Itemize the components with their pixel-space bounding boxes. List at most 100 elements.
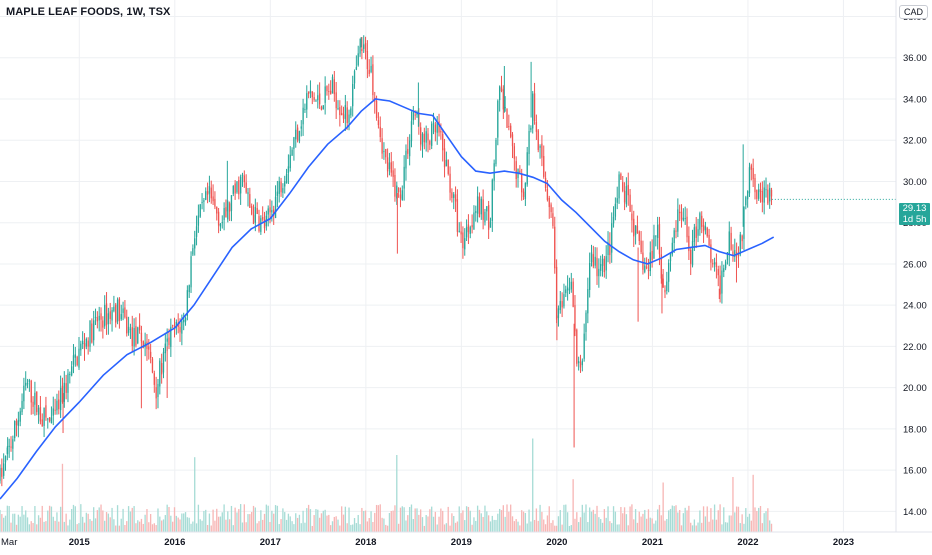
- volume-bar: [658, 504, 661, 532]
- candle-body: [677, 209, 679, 232]
- volume-bar: [530, 521, 532, 532]
- volume-bar: [263, 513, 266, 532]
- candle-body: [456, 199, 459, 232]
- volume-bar: [271, 510, 273, 532]
- volume-bar: [682, 513, 685, 532]
- candle-body: [502, 89, 504, 110]
- candle-body: [561, 301, 563, 308]
- volume-bar: [166, 504, 168, 532]
- volume-bar: [65, 513, 67, 532]
- candle-body: [431, 123, 433, 146]
- candle-body: [160, 363, 163, 375]
- candle-body: [504, 107, 506, 109]
- candle-body: [56, 400, 58, 411]
- volume-bar: [300, 523, 302, 532]
- volume-bar: [620, 507, 622, 532]
- candle-body: [605, 256, 607, 271]
- volume-bar: [537, 520, 539, 532]
- volume-bar: [645, 518, 648, 532]
- volume-bar: [78, 523, 80, 532]
- volume-bar: [574, 518, 576, 532]
- candle-body: [146, 341, 148, 349]
- candle-body: [524, 182, 527, 199]
- candle-body: [142, 341, 144, 348]
- candle-body: [546, 189, 549, 200]
- volume-bar: [691, 525, 694, 532]
- time-axis[interactable]: Mar 2015 2016 2017 2018 2019 2020 2021 2022 2023: [1, 537, 854, 548]
- candle-body: [368, 69, 370, 74]
- volume-bar: [239, 504, 242, 532]
- volume-bar: [759, 505, 762, 532]
- volume-bar: [30, 521, 32, 532]
- candle-body: [669, 253, 672, 262]
- last-price-value: 29.13: [902, 203, 927, 214]
- volume-bar: [85, 512, 87, 532]
- volume-bar: [269, 521, 271, 532]
- candle-body: [333, 79, 335, 95]
- candle-body: [651, 250, 653, 261]
- volume-bar: [107, 513, 110, 532]
- volume-bar: [317, 509, 319, 532]
- volume-bar: [745, 508, 747, 532]
- volume-bar: [304, 522, 306, 532]
- volume-bar: [590, 511, 593, 532]
- volume-bar: [748, 513, 751, 532]
- volume-bar: [59, 506, 62, 532]
- volume-bar: [684, 507, 686, 532]
- volume-bar: [243, 504, 245, 532]
- volume-bar: [157, 508, 159, 532]
- volume-bar: [532, 438, 534, 532]
- volume-bar: [260, 510, 262, 532]
- volume-bar: [10, 522, 12, 532]
- candle-body: [120, 314, 122, 320]
- price-axis[interactable]: 38.0036.0034.0032.0030.0028.0026.0024.00…: [903, 12, 927, 518]
- volume-bar: [598, 517, 600, 532]
- candle-body: [706, 227, 708, 237]
- candle-body: [70, 366, 73, 376]
- candle-body: [67, 373, 69, 393]
- candle-body: [557, 308, 560, 319]
- candle-body: [309, 90, 312, 94]
- candle-body: [679, 211, 681, 214]
- volume-bar: [273, 513, 275, 532]
- candle-body: [769, 188, 771, 202]
- volume-bar: [127, 506, 130, 532]
- volume-bar: [199, 519, 201, 532]
- candle-body: [59, 387, 62, 411]
- candle-body: [713, 262, 716, 265]
- volume-bar: [25, 510, 27, 532]
- volume-bar: [407, 515, 409, 532]
- candle-body: [205, 191, 207, 200]
- volume-bar: [688, 505, 690, 532]
- candle-body: [313, 97, 315, 100]
- volume-bar: [453, 516, 455, 532]
- volume-bar: [280, 519, 282, 532]
- candle-body: [601, 258, 604, 266]
- volume-bar: [579, 517, 582, 532]
- volume-bar: [666, 519, 668, 532]
- volume-bar: [175, 515, 178, 532]
- volume-bar: [594, 513, 596, 532]
- volume-bar: [278, 524, 280, 532]
- candle-body: [629, 194, 631, 212]
- candle-body: [34, 392, 36, 405]
- volume-bar: [74, 506, 76, 532]
- volume-bar: [454, 522, 457, 532]
- volume-bar: [383, 518, 385, 532]
- candle-body: [256, 208, 258, 215]
- volume-bar: [728, 515, 730, 532]
- currency-button[interactable]: CAD: [898, 5, 928, 19]
- volume-bar: [702, 506, 705, 532]
- volume-bar: [17, 514, 20, 532]
- volume-bar: [719, 504, 721, 532]
- candle-body: [642, 252, 644, 270]
- volume-bar: [511, 516, 514, 532]
- y-tick-label: 16.00: [903, 466, 927, 477]
- volume-bar: [236, 512, 238, 532]
- volume-bar: [644, 509, 646, 532]
- candle-body: [467, 224, 470, 233]
- volume-bar: [186, 517, 189, 532]
- candle-body: [324, 86, 326, 103]
